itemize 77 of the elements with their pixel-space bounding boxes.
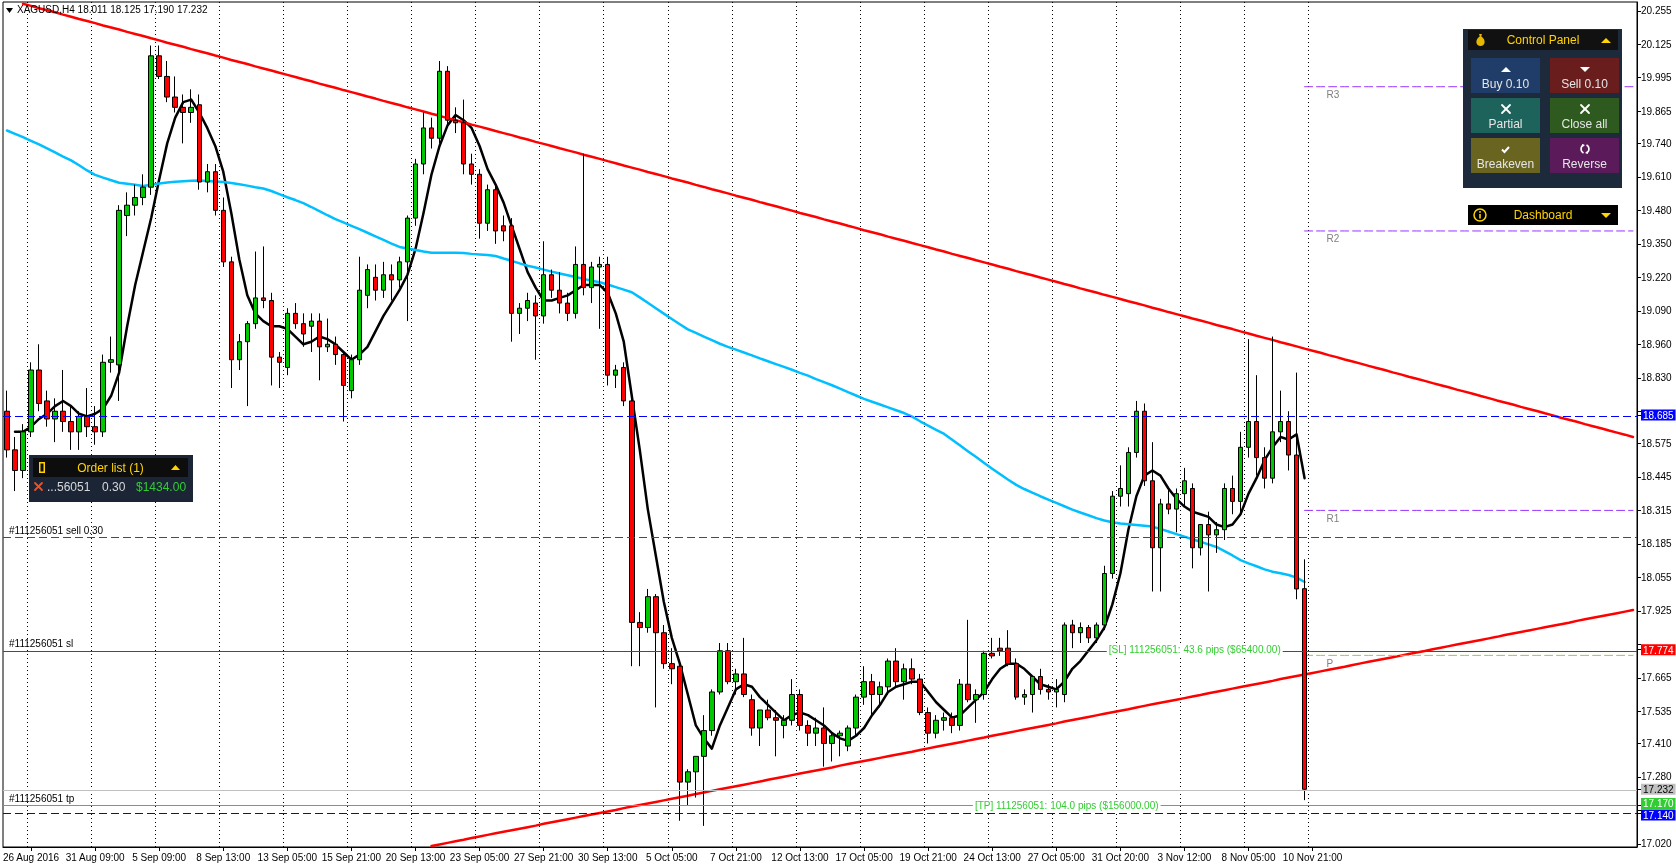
annotation: 0.30	[102, 479, 126, 494]
x-tick-label: 12 Oct 13:00	[771, 851, 830, 863]
dashboard-header: Dashboard	[1468, 205, 1618, 225]
partial-close-button: Partial	[1471, 98, 1540, 133]
annotation: Breakeven	[1476, 157, 1535, 171]
y-tick-label: 19.995	[1641, 72, 1673, 84]
y-tick-label: 18.685	[1643, 410, 1675, 422]
ref-line-label: #111256051 sl	[9, 638, 74, 650]
x-tick-label: 8 Sep 13:00	[196, 851, 251, 863]
y-tick-label: 20.255	[1641, 5, 1673, 17]
y-tick-label: 17.774	[1643, 644, 1675, 656]
y-tick-label: 19.350	[1641, 238, 1673, 250]
x-tick-label: 24 Oct 13:00	[963, 851, 1022, 863]
y-tick-label: 18.315	[1641, 504, 1673, 516]
x-tick-label: 8 Nov 05:00	[1221, 851, 1276, 863]
reverse-button: Reverse	[1550, 138, 1619, 173]
annotation: $1434.00	[136, 479, 187, 494]
x-tick-label: 27 Oct 05:00	[1027, 851, 1086, 863]
y-tick-label: 18.830	[1641, 372, 1673, 384]
annotation: Buy 0.10	[1481, 77, 1530, 91]
y-tick-label: 17.170	[1643, 798, 1675, 810]
y-tick-label: 19.220	[1641, 271, 1673, 283]
close-all-button: Close all	[1550, 98, 1619, 133]
x-tick-label: 13 Sep 05:00	[257, 851, 318, 863]
annotation: Sell 0.10	[1561, 77, 1608, 91]
breakeven-button: Breakeven	[1471, 138, 1540, 173]
sell-button: Sell 0.10	[1550, 58, 1619, 93]
annotation: Partial	[1488, 117, 1523, 131]
y-tick-label: 20.125	[1641, 38, 1673, 50]
x-tick-label: 19 Oct 21:00	[899, 851, 958, 863]
y-tick-label: 17.925	[1641, 605, 1673, 617]
series-label: R3	[1326, 89, 1340, 101]
y-tick-label: 19.740	[1641, 137, 1673, 149]
annotation: [SL] 111256051: 43.6 pips ($65400.00)	[1108, 644, 1281, 656]
annotation: ...56051	[47, 479, 91, 494]
x-tick-label: 23 Sep 05:00	[449, 851, 510, 863]
y-tick-label: 17.232	[1643, 784, 1675, 796]
x-tick-label: 17 Oct 05:00	[835, 851, 894, 863]
y-tick-label: 19.480	[1641, 204, 1673, 216]
y-tick-label: 18.960	[1641, 338, 1673, 350]
y-tick-label: 17.280	[1641, 771, 1673, 783]
x-tick-label: 30 Sep 13:00	[577, 851, 638, 863]
y-tick-label: 17.535	[1641, 705, 1673, 717]
y-tick-label: 17.140	[1643, 809, 1675, 821]
annotation: Order list (1)	[77, 460, 144, 475]
ref-line-label: #111256051 sell 0.30	[9, 524, 104, 536]
x-tick-label: 15 Sep 21:00	[321, 851, 382, 863]
x-tick-label: 26 Aug 2016	[2, 851, 60, 863]
y-tick-label: 19.090	[1641, 305, 1673, 317]
x-tick-label: 20 Sep 13:00	[385, 851, 446, 863]
x-tick-label: 3 Nov 12:00	[1157, 851, 1212, 863]
series-label: P	[1326, 657, 1334, 669]
y-tick-label: 17.665	[1641, 672, 1673, 684]
y-tick-label: 17.020	[1641, 838, 1673, 850]
series-label: R1	[1326, 512, 1340, 524]
y-tick-label: 18.185	[1641, 538, 1673, 550]
annotation: Close all	[1561, 117, 1608, 131]
y-tick-label: 18.055	[1641, 571, 1673, 583]
annotation: Dashboard	[1513, 208, 1573, 222]
annotation: Reverse	[1562, 157, 1607, 171]
x-tick-label: 10 Nov 21:00	[1282, 851, 1343, 863]
x-tick-label: 31 Aug 09:00	[65, 851, 126, 863]
y-tick-label: 18.445	[1641, 471, 1673, 483]
y-tick-label: 19.865	[1641, 105, 1673, 117]
series-label: R2	[1326, 233, 1340, 245]
x-tick-label: 31 Oct 20:00	[1091, 851, 1150, 863]
buy-button: Buy 0.10	[1471, 58, 1540, 93]
x-tick-label: 5 Sep 09:00	[132, 851, 187, 863]
y-tick-label: 17.410	[1641, 737, 1673, 749]
y-tick-label: 19.610	[1641, 171, 1673, 183]
y-tick-label: 18.575	[1641, 437, 1673, 449]
x-tick-label: 7 Oct 21:00	[710, 851, 763, 863]
annotation: Control Panel	[1506, 33, 1580, 47]
annotation: [TP] 111256051: 104.0 pips ($156000.00)	[974, 799, 1159, 811]
x-tick-label: 5 Oct 05:00	[645, 851, 699, 863]
x-tick-label: 27 Sep 21:00	[513, 851, 574, 863]
ref-line-label: #111256051 tp	[9, 792, 75, 804]
